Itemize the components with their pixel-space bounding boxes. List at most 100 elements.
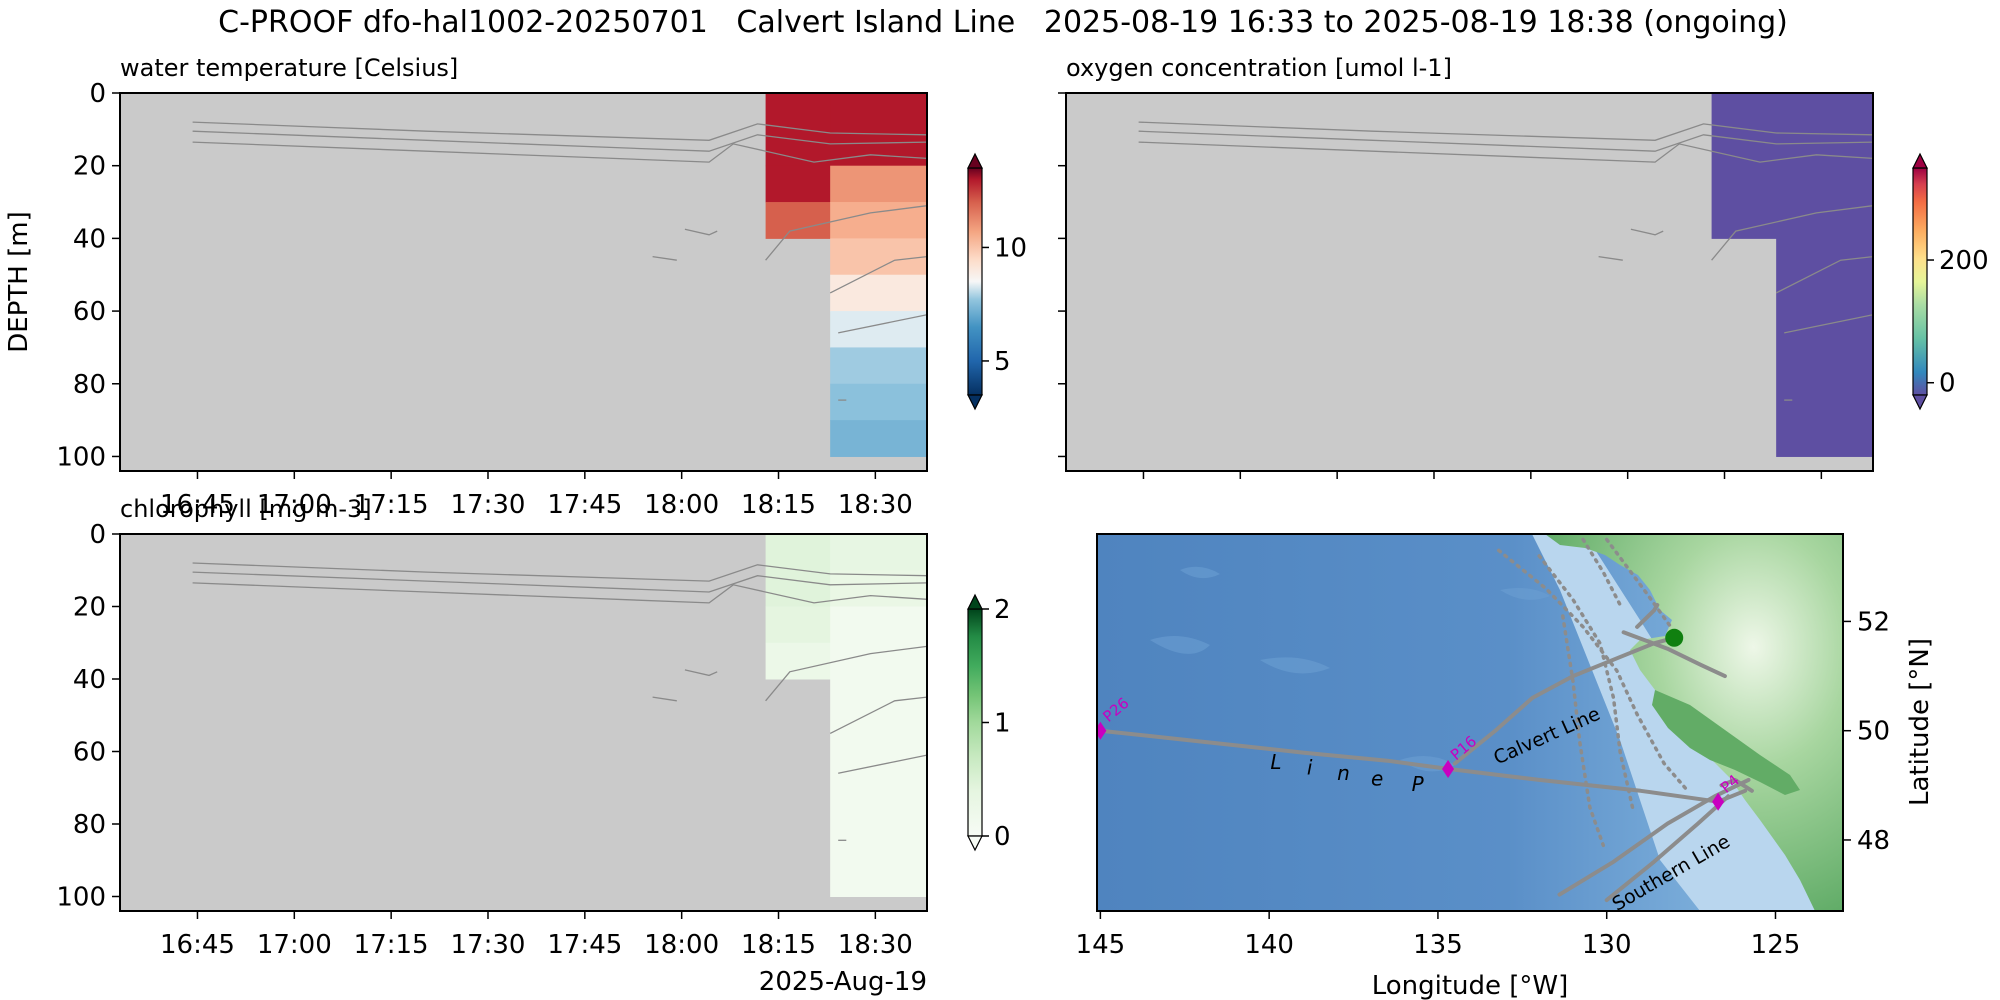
temperature-frame — [119, 92, 928, 472]
temperature-x-ticks: 16:45 17:00 17:15 17:30 17:45 18:00 18:15 18:30 — [160, 471, 913, 520]
temperature-x-tick-label: 17:30 — [451, 490, 526, 520]
temperature-contours — [192, 121, 927, 401]
chlorophyll-contours — [192, 562, 927, 841]
temperature-x-tick-label: 17:15 — [354, 490, 429, 520]
map-station-marker — [1712, 792, 1725, 811]
map-dotted-tracks — [1496, 537, 1690, 848]
temperature-contour-line — [192, 130, 927, 152]
chlorophyll-x-tick-label: 17:00 — [257, 930, 332, 960]
chlorophyll-colorbar-extend-bottom — [967, 835, 983, 852]
oxygen-panel: oxygen concentration [umol l-1] 0 200 — [1058, 54, 1989, 479]
map-track — [1604, 794, 1731, 903]
oxygen-cells — [1711, 93, 1873, 457]
chlorophyll-colorbar-tick-label: 2 — [994, 595, 1011, 625]
map-x-tick-label: 145 — [1076, 930, 1126, 960]
chlorophyll-contour-line — [192, 571, 927, 593]
temperature-cell — [765, 165, 831, 203]
oxygen-colorbar-tick-label: 200 — [1939, 246, 1989, 276]
map-dotted-track — [1561, 614, 1606, 848]
chlorophyll-contour-line — [765, 645, 927, 702]
temperature-title: water temperature [Celsius] — [120, 54, 458, 82]
temperature-colorbar-extend-top — [967, 152, 983, 169]
temperature-contour-line — [652, 255, 677, 261]
temperature-colorbar: 5 10 — [967, 152, 1027, 411]
temperature-contour-line — [829, 255, 927, 294]
temperature-y-tick-label: 0 — [89, 79, 106, 109]
oxygen-x-ticks — [1142, 471, 1823, 479]
chlorophyll-x-tick-label: 18:15 — [741, 930, 816, 960]
oxygen-contour-line — [1138, 121, 1873, 141]
oxygen-cell — [1711, 93, 1777, 239]
chlorophyll-x-tick-label: 18:00 — [644, 930, 719, 960]
oxygen-contour-line — [1630, 228, 1664, 236]
chlorophyll-y-tick-label: 60 — [73, 738, 106, 768]
chlorophyll-cell — [830, 606, 927, 897]
temperature-cell — [830, 274, 927, 312]
temperature-cell — [830, 311, 927, 348]
chlorophyll-y-tick-label: 40 — [73, 665, 106, 695]
temperature-cell — [830, 383, 927, 421]
temperature-y-tick-label: 100 — [56, 442, 106, 472]
map-line-label: n — [1337, 761, 1350, 785]
temperature-contour-line — [684, 228, 718, 236]
map-x-tick-label: 135 — [1413, 930, 1463, 960]
temperature-x-tick-label: 17:00 — [257, 490, 332, 520]
map-dotted-track — [1496, 548, 1690, 793]
temperature-y-tick-label: 20 — [73, 152, 106, 182]
oxygen-title: oxygen concentration [umol l-1] — [1066, 54, 1452, 82]
chlorophyll-colorbar: 0 1 2 — [967, 593, 1011, 852]
chlorophyll-x-tick-label: 16:45 — [160, 930, 235, 960]
chlorophyll-contour-line — [829, 696, 927, 734]
map-frame — [1096, 533, 1844, 912]
temperature-x-tick-label: 18:30 — [838, 490, 913, 520]
oxygen-y-ticks — [1058, 92, 1066, 458]
temperature-cell — [830, 420, 927, 457]
temperature-panel: water temperature [Celsius] DEPTH [m] 0 2… — [4, 54, 1027, 520]
oxygen-cell — [1776, 93, 1873, 457]
chlorophyll-cell — [830, 534, 927, 571]
temperature-contour-line — [765, 205, 927, 261]
map-station-marker — [1442, 759, 1455, 778]
map-line-label: i — [1307, 755, 1313, 779]
map-line-label: L — [1270, 750, 1281, 774]
map-ylabel: Latitude [°N] — [1905, 638, 1935, 806]
temperature-cell — [830, 238, 927, 276]
map-y-ticks: 48 50 52 — [1843, 607, 1890, 856]
oxygen-colorbar-tick-label: 0 — [1939, 369, 1956, 399]
chlorophyll-cell — [765, 606, 831, 644]
chlorophyll-x-ticks: 16:45 17:00 17:15 17:30 17:45 18:00 18:15 18:30 — [160, 911, 913, 960]
temperature-x-tick-label: 17:45 — [547, 490, 622, 520]
map-station-marker — [1097, 721, 1107, 740]
map-dotted-track — [1581, 537, 1622, 607]
chlorophyll-contour-line — [192, 582, 927, 604]
map-track — [1635, 603, 1660, 629]
temperature-colorbar-tick-label: 10 — [994, 233, 1027, 263]
chlorophyll-frame — [119, 533, 928, 912]
map-x-tick-label: 130 — [1582, 930, 1632, 960]
temperature-cell — [830, 347, 927, 385]
chlorophyll-colorbar-gradient — [967, 608, 983, 837]
temperature-y-tick-label: 40 — [73, 224, 106, 254]
chlorophyll-cell — [765, 642, 831, 680]
oxygen-colorbar-extend-bottom — [1912, 394, 1928, 411]
temperature-colorbar-gradient — [967, 167, 983, 396]
glider-position-marker — [1665, 628, 1684, 647]
chlorophyll-y-tick-label: 80 — [73, 810, 106, 840]
map-x-tick-label: 125 — [1751, 930, 1801, 960]
chlorophyll-date-label: 2025-Aug-19 — [759, 967, 927, 997]
chlorophyll-y-tick-label: 20 — [73, 593, 106, 623]
temperature-cell — [765, 202, 831, 239]
map-x-ticks: 145 140 135 130 125 — [1076, 911, 1801, 960]
map-vancouver-island — [1652, 690, 1800, 795]
map-track — [1621, 630, 1727, 679]
map-x-tick-label: 140 — [1244, 930, 1294, 960]
chlorophyll-x-tick-label: 17:30 — [451, 930, 526, 960]
map-dotted-track — [1604, 537, 1673, 629]
map-y-tick-label: 48 — [1857, 826, 1890, 856]
temperature-ylabel: DEPTH [m] — [4, 211, 34, 352]
map-line-label: e — [1371, 766, 1383, 790]
temperature-contour-line — [192, 141, 927, 163]
chlorophyll-contour-line — [192, 562, 927, 582]
